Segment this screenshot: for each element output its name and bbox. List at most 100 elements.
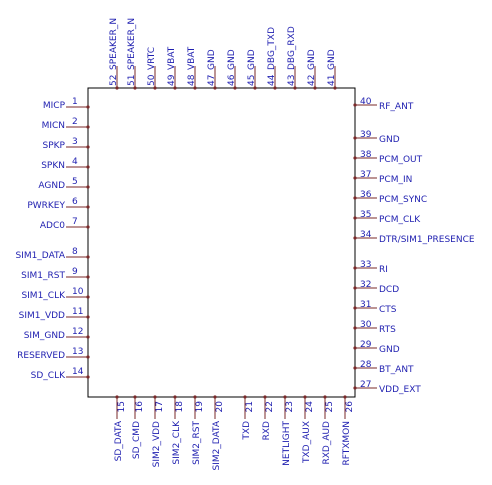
pin-dot: [313, 86, 317, 90]
pin-dot: [193, 395, 197, 399]
pin-label: ADC0: [40, 221, 65, 231]
pin-label: VBAT: [167, 46, 177, 70]
pin-label: VRTC: [147, 47, 157, 70]
pin-dot: [213, 395, 217, 399]
pin-label: RXD: [262, 421, 272, 440]
pin-number: 35: [360, 210, 371, 220]
pin-dot: [86, 295, 90, 299]
pin-number: 2: [72, 117, 78, 127]
pin-dot: [323, 395, 327, 399]
pin-dot: [303, 395, 307, 399]
pin-number: 38: [360, 150, 372, 160]
pin-label: GND: [227, 49, 237, 70]
pin-number: 24: [305, 401, 315, 413]
pin-number: 36: [360, 190, 372, 200]
pin-dot: [353, 326, 357, 330]
pin-number: 5: [72, 177, 78, 187]
pin-label: CTS: [379, 305, 397, 315]
pin-number: 47: [207, 75, 217, 86]
pin-number: 12: [72, 327, 83, 337]
pin-number: 34: [360, 230, 372, 240]
pin-dot: [353, 346, 357, 350]
pin-number: 51: [127, 75, 137, 86]
pin-label: DCD: [379, 285, 399, 295]
pin-dot: [86, 335, 90, 339]
pin-label: PCM_OUT: [379, 155, 423, 165]
pin-dot: [293, 86, 297, 90]
pin-dot: [133, 395, 137, 399]
pin-label: SIM2_VDD: [152, 421, 162, 467]
pin-number: 41: [327, 75, 337, 86]
pin-number: 45: [247, 75, 257, 86]
pin-number: 31: [360, 300, 371, 310]
pin-label: SPKN: [41, 161, 65, 171]
pin-dot: [115, 395, 119, 399]
pin-label: GND: [247, 49, 257, 70]
pin-number: 7: [72, 217, 78, 227]
pin-dot: [353, 216, 357, 220]
pin-dot: [86, 165, 90, 169]
pin-label: RF_ANT: [379, 102, 414, 112]
pin-number: 44: [267, 74, 277, 86]
pin-dot: [353, 196, 357, 200]
pin-number: 39: [360, 130, 372, 140]
pin-label: TXD: [242, 421, 252, 441]
pin-number: 15: [117, 401, 127, 412]
pin-dot: [86, 185, 90, 189]
pin-dot: [193, 86, 197, 90]
pin-number: 10: [72, 287, 84, 297]
pin-label: RFTXMON: [342, 421, 352, 466]
pin-label: RTS: [379, 325, 396, 335]
pin-number: 18: [175, 401, 185, 413]
pin-label: BT_ANT: [379, 365, 414, 375]
pin-label: SIM1_RST: [21, 271, 65, 281]
pin-label: SIM1_VDD: [19, 311, 65, 321]
pin-dot: [273, 86, 277, 90]
pin-label: SIM2_RST: [192, 421, 202, 465]
pin-number: 19: [195, 401, 205, 413]
pin-label: RI: [379, 265, 388, 275]
pin-label: SIM2_CLK: [172, 420, 182, 465]
pin-label: SIM2_DATA: [212, 420, 222, 470]
pin-dot: [343, 395, 347, 399]
pin-label: TXD_AUX: [302, 421, 312, 464]
pin-label: PCM_SYNC: [379, 195, 427, 205]
pin-dot: [115, 86, 119, 90]
pin-label: SIM1_CLK: [21, 291, 66, 301]
pin-number: 3: [72, 137, 78, 147]
pin-dot: [86, 205, 90, 209]
module-body: [87, 87, 356, 398]
pin-dot: [86, 125, 90, 129]
pin-number: 46: [227, 74, 237, 86]
pin-label: DBG_TXD: [267, 27, 277, 70]
pin-number: 50: [147, 74, 157, 86]
pin-number: 52: [109, 75, 119, 86]
pin-dot: [253, 86, 257, 90]
pin-number: 17: [155, 401, 165, 412]
pin-dot: [213, 86, 217, 90]
pin-number: 49: [167, 74, 177, 86]
pin-number: 42: [307, 75, 317, 86]
pin-dot: [86, 275, 90, 279]
pin-number: 16: [135, 401, 145, 413]
pin-dot: [353, 366, 357, 370]
pin-label: GND: [379, 135, 400, 145]
pin-number: 1: [72, 97, 78, 107]
pin-dot: [353, 266, 357, 270]
pin-label: SPEAKER_N: [127, 18, 137, 70]
pin-number: 33: [360, 260, 371, 270]
pin-label: GND: [307, 49, 317, 70]
pin-dot: [173, 395, 177, 399]
pin-number: 30: [360, 320, 372, 330]
pin-label: VDD_EXT: [379, 385, 421, 395]
pin-label: PCM_IN: [379, 175, 412, 185]
pin-label: SD_CLK: [31, 371, 66, 381]
pin-number: 37: [360, 170, 371, 180]
pin-label: RXD_AUD: [322, 421, 332, 465]
pin-label: VBAT: [187, 46, 197, 70]
pin-dot: [173, 86, 177, 90]
pin-label: NETLIGHT: [282, 421, 292, 466]
pin-dot: [353, 176, 357, 180]
pin-dot: [86, 225, 90, 229]
pin-dot: [86, 145, 90, 149]
